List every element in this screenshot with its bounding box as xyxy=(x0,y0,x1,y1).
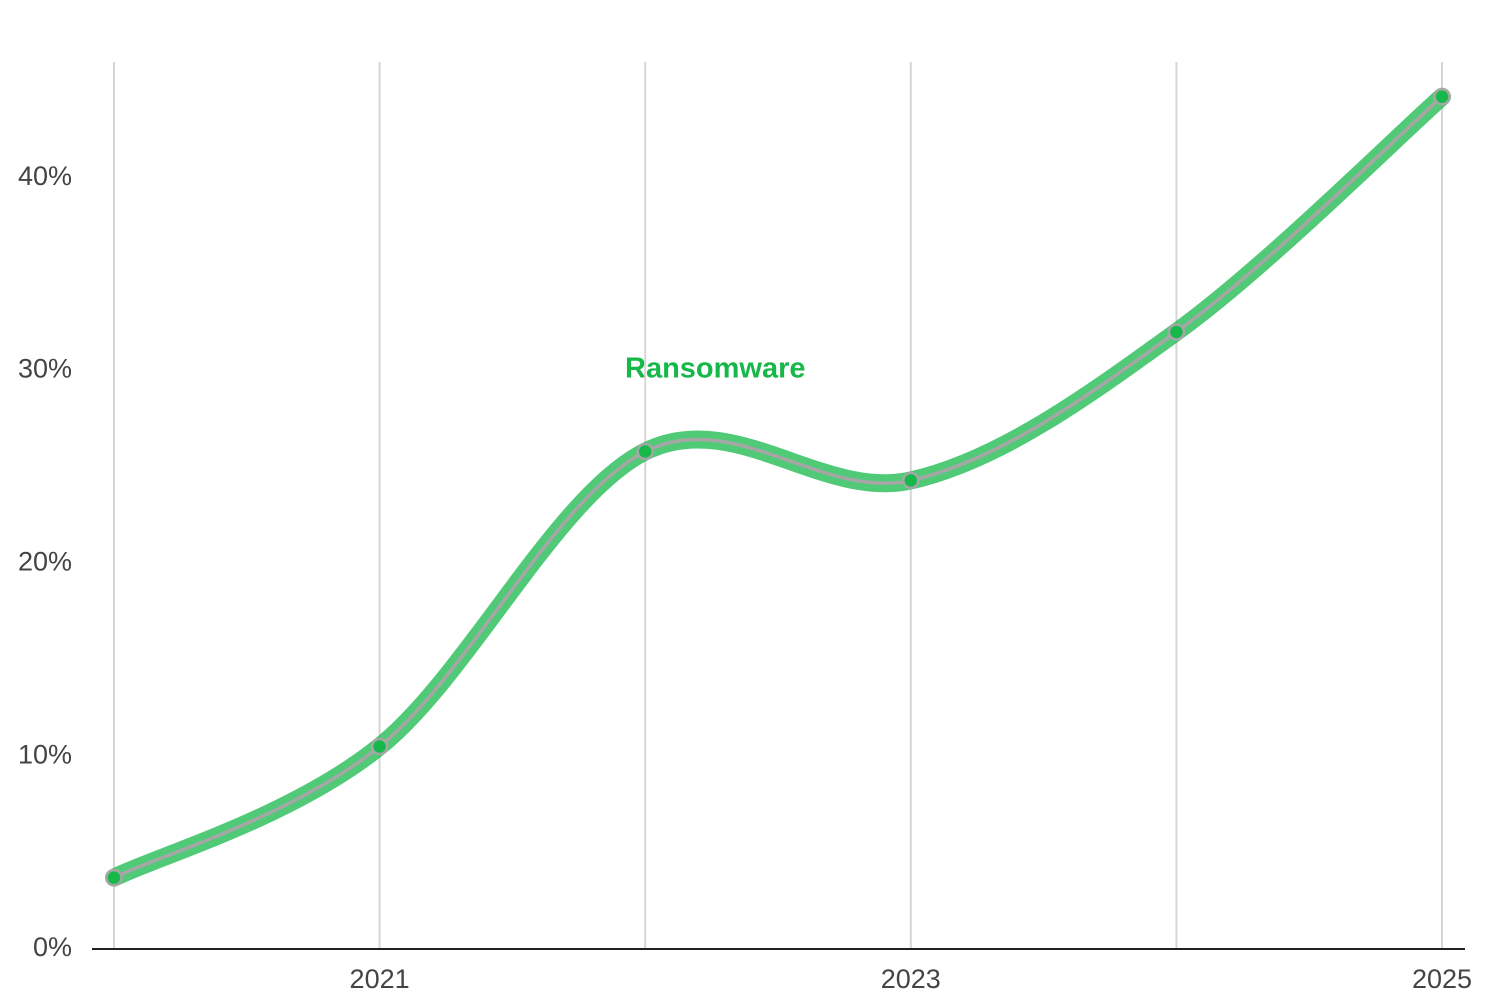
x-tick-label: 2021 xyxy=(350,964,410,994)
data-point xyxy=(902,471,920,490)
y-tick-label: 40% xyxy=(18,161,72,191)
data-point xyxy=(370,737,389,756)
y-tick-label: 20% xyxy=(18,546,72,576)
data-point xyxy=(636,442,654,461)
x-tick-label: 2025 xyxy=(1412,964,1472,994)
data-point xyxy=(1433,87,1451,106)
series-band xyxy=(105,87,1451,887)
y-tick-label: 10% xyxy=(18,739,72,769)
series-line xyxy=(113,95,1444,880)
x-tick-label: 2023 xyxy=(881,964,941,994)
y-tick-label: 30% xyxy=(18,354,72,384)
y-tick-label: 0% xyxy=(33,932,72,962)
series-annotation: Ransomware xyxy=(625,353,806,385)
data-point xyxy=(105,868,123,887)
data-point xyxy=(1167,323,1186,341)
